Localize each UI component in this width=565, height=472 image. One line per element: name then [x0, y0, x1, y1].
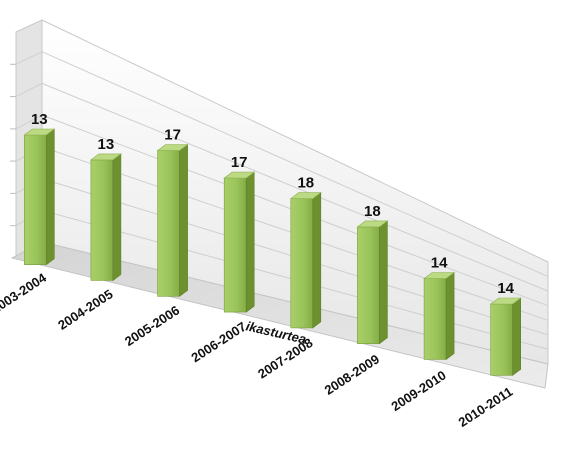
- tick-label: 2008-2009: [322, 351, 382, 397]
- bar-side: [45, 128, 55, 266]
- bar-front: [357, 226, 380, 345]
- bar-side: [312, 192, 322, 329]
- bar: [356, 220, 389, 345]
- bar-top: [423, 272, 456, 279]
- data-label: 17: [231, 154, 248, 171]
- bar: [223, 171, 256, 313]
- bar-front: [223, 177, 247, 313]
- bar-top: [489, 297, 522, 305]
- bar: [489, 297, 522, 376]
- bar: [90, 153, 122, 282]
- bar-top: [356, 220, 389, 228]
- tick-label: 2006-2007: [189, 319, 249, 365]
- bar-top: [90, 153, 122, 161]
- bars: [23, 128, 522, 376]
- gridline: [41, 82, 549, 292]
- bar-top: [156, 144, 189, 151]
- bar-front: [23, 134, 47, 266]
- tick-label: 2005-2006: [122, 303, 182, 349]
- bar-front: [490, 303, 514, 376]
- tick-label: 2010-2011: [456, 384, 516, 430]
- data-label: 13: [31, 111, 48, 128]
- data-label: 18: [364, 203, 381, 220]
- bar-front: [157, 150, 180, 297]
- bar-side: [112, 153, 122, 282]
- side-gridline: [15, 82, 43, 98]
- bar-top: [289, 192, 322, 199]
- tick-label: 2009-2010: [388, 368, 448, 414]
- bar: [423, 271, 456, 361]
- tick-label: 2003-2004: [0, 270, 50, 317]
- side-gridline: [15, 114, 43, 130]
- data-label: 14: [431, 255, 448, 272]
- bar-top: [23, 128, 56, 136]
- gridline: [41, 51, 549, 278]
- bar-side: [245, 171, 255, 313]
- data-label: 14: [497, 280, 514, 297]
- bar: [156, 143, 189, 297]
- tick-label: 2004-2005: [55, 286, 115, 332]
- bar-side: [445, 271, 455, 361]
- data-label: 13: [98, 136, 115, 153]
- bar-front: [290, 198, 314, 329]
- bar-front: [90, 159, 114, 281]
- side-gridline: [15, 51, 43, 65]
- bar-top: [223, 171, 256, 179]
- bar-side: [179, 143, 188, 297]
- bar-front: [423, 278, 447, 360]
- bar-side: [512, 297, 522, 376]
- bar: [23, 128, 56, 266]
- bar-side: [379, 220, 388, 345]
- data-label: 18: [297, 175, 314, 192]
- bar: [289, 192, 322, 329]
- data-label: 17: [164, 127, 181, 144]
